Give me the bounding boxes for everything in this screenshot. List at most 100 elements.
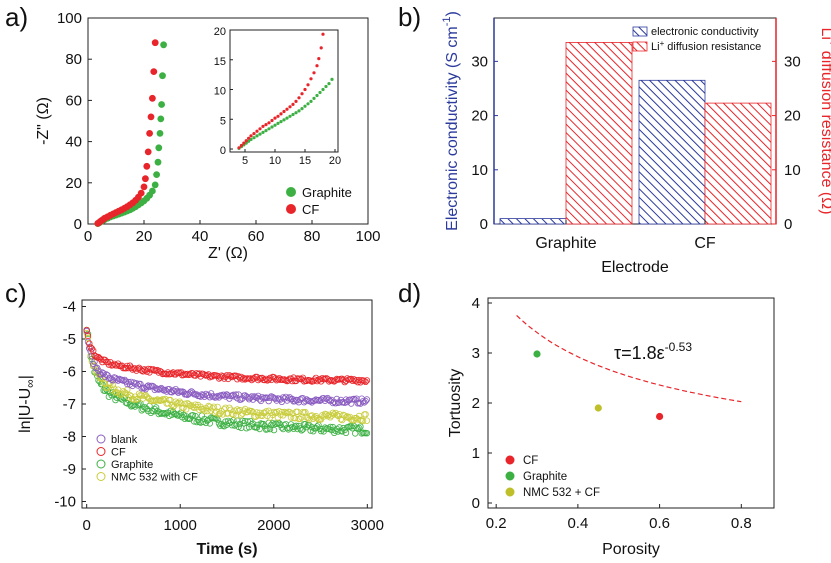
chart-b-bars <box>499 42 772 225</box>
chart-a-y-tick-label: 60 <box>65 92 82 109</box>
chart-c-point-blank <box>84 338 92 346</box>
chart-d-x-tick-label: 0.6 <box>649 515 670 532</box>
chart-a-inset-x-tick-label: 15 <box>299 155 311 167</box>
chart-a-inset-point-graphite <box>258 132 262 136</box>
chart-a-y-tick-label: 0 <box>74 216 82 233</box>
chart-a-inset-point-graphite <box>282 118 286 122</box>
chart-c-ticks: 0 1000 2000 3000 -4 -5 -6 -7 -8 -9 -10 <box>54 299 384 535</box>
chart-c-point-graphite <box>273 420 280 427</box>
chart-b-bar-graphite-conductivity <box>499 218 567 225</box>
chart-a-inset-points <box>237 32 334 150</box>
chart-a-inset-point-graphite <box>255 134 259 138</box>
chart-a-point-cf <box>151 39 159 47</box>
chart-d-point-cf <box>656 412 664 421</box>
chart-a-inset-point-cf <box>315 64 319 68</box>
chart-a-inset-point-graphite <box>261 130 265 134</box>
chart-a-inset-point-graphite <box>300 107 304 111</box>
chart-a-inset-point-graphite <box>312 96 316 100</box>
chart-c-point-blank <box>186 389 194 396</box>
chart-b-y2-tick-label: 20 <box>784 108 801 125</box>
panel-label-b: b) <box>398 2 421 32</box>
chart-b-category-cf: CF <box>694 235 716 252</box>
chart-c-x-tick-label: 3000 <box>351 517 384 534</box>
chart-c-point-graphite <box>189 412 196 419</box>
chart-a-inset-point-cf <box>285 107 289 111</box>
chart-a-point-graphite <box>153 171 161 179</box>
chart-c-point-nmc-532-with-cf <box>333 411 340 419</box>
chart-a-point-graphite <box>155 144 163 152</box>
chart-c-point-nmc-532-with-cf <box>214 403 221 411</box>
chart-c-point-blank <box>332 400 339 407</box>
chart-c-x-tick-label: 0 <box>83 517 91 534</box>
chart-c-point-graphite <box>307 427 314 434</box>
chart-a-inset-point-cf <box>317 57 321 61</box>
chart-a-point-graphite <box>160 41 168 49</box>
chart-d-y-tick-label: 0 <box>472 495 480 512</box>
legend-d-marker-cf <box>505 455 515 465</box>
chart-c-point-nmc-532-with-cf <box>363 417 371 424</box>
panel-label-c: c) <box>5 278 27 308</box>
chart-d-annotation: τ=1.8ε-0.53 <box>614 340 692 363</box>
chart-c-point-graphite <box>353 424 360 431</box>
chart-a-inset-point-graphite <box>306 102 310 106</box>
legend-b-conductivity: electronic conductivity <box>651 26 759 38</box>
chart-b-y-tick-label: 0 <box>480 216 488 233</box>
chart-a-inset-point-cf <box>264 123 268 127</box>
chart-a-inset-point-graphite <box>309 99 313 103</box>
chart-a-inset-point-cf <box>261 124 265 128</box>
chart-a-inset-point-graphite <box>244 141 248 145</box>
chart-a-inset-point-cf <box>297 96 301 100</box>
chart-d-x-tick-label: 0.8 <box>731 515 752 532</box>
chart-c-point-blank <box>362 397 369 405</box>
chart-b-y-tick-label: 20 <box>471 108 488 125</box>
chart-c-point-graphite <box>160 410 168 417</box>
chart-a-inset-x-tick-label: 10 <box>269 155 281 167</box>
chart-a-x-tick-label: 0 <box>84 228 92 245</box>
chart-c-point-graphite <box>217 422 224 429</box>
chart-c-point-graphite <box>327 423 334 431</box>
chart-a-inset-point-cf <box>249 134 253 138</box>
chart-b-y2-tick-label: 0 <box>784 216 792 233</box>
chart-c-point-nmc-532-with-cf <box>175 400 182 407</box>
chart-b-y2label: Li+ diffusion resistance (Ω) <box>818 27 831 214</box>
chart-a-inset-point-cf <box>312 71 316 75</box>
chart-c-point-cf <box>83 326 90 334</box>
legend-a-graphite: Graphite <box>302 185 352 200</box>
chart-a-inset-point-cf <box>291 102 295 106</box>
chart-a-inset-point-cf <box>309 77 313 81</box>
chart-a-inset-point-cf <box>244 139 248 143</box>
chart-d-x-tick-label: 0.4 <box>567 515 588 532</box>
chart-a-y-tick-label: 100 <box>57 10 82 27</box>
chart-c-point-blank <box>359 398 367 405</box>
chart-a-inset-point-graphite <box>267 127 271 131</box>
legend-c-marker-graphite <box>96 459 106 469</box>
chart-a-inset-y-tick-label: 15 <box>214 56 226 68</box>
chart-a-inset-point-cf <box>303 87 307 92</box>
chart-c-point-nmc-532-with-cf <box>362 411 369 418</box>
chart-a-inset-point-cf <box>255 129 259 133</box>
chart-b-ticks: 0 10 20 30 0 10 20 30 Graphite CF <box>471 53 800 252</box>
chart-d-y-tick-label: 4 <box>472 295 480 312</box>
chart-a-point-cf <box>149 94 156 102</box>
chart-c-point-nmc-532-with-cf <box>344 413 351 420</box>
chart-c-point-graphite <box>264 425 271 433</box>
chart-a-inset-point-cf <box>276 114 280 118</box>
legend-d-cf: CF <box>523 455 538 467</box>
chart-d-legend: CF Graphite NMC 532 + CF <box>505 455 600 499</box>
chart-c: 0 1000 2000 3000 -4 -5 -6 -7 -8 -9 -10 ln|U-U∞| Ti… <box>17 299 384 559</box>
chart-a-x-tick-label: 80 <box>304 228 321 245</box>
chart-c-point-cf <box>307 377 314 384</box>
chart-a-inset-point-graphite <box>264 129 268 133</box>
chart-c-y-tick-label: -4 <box>63 299 76 316</box>
chart-a-inset-point-graphite <box>327 82 331 86</box>
chart-c-point-cf <box>134 365 141 372</box>
chart-a-inset-point-cf <box>319 46 323 50</box>
chart-c-point-cf <box>127 364 135 371</box>
chart-b-category-graphite: Graphite <box>535 235 596 252</box>
chart-b-ylabel: Electronic conductivity (S cm-1) <box>441 11 461 231</box>
chart-c-point-blank <box>232 391 240 398</box>
chart-c-point-graphite <box>357 423 364 430</box>
chart-c-y-tick-label: -6 <box>63 364 76 381</box>
